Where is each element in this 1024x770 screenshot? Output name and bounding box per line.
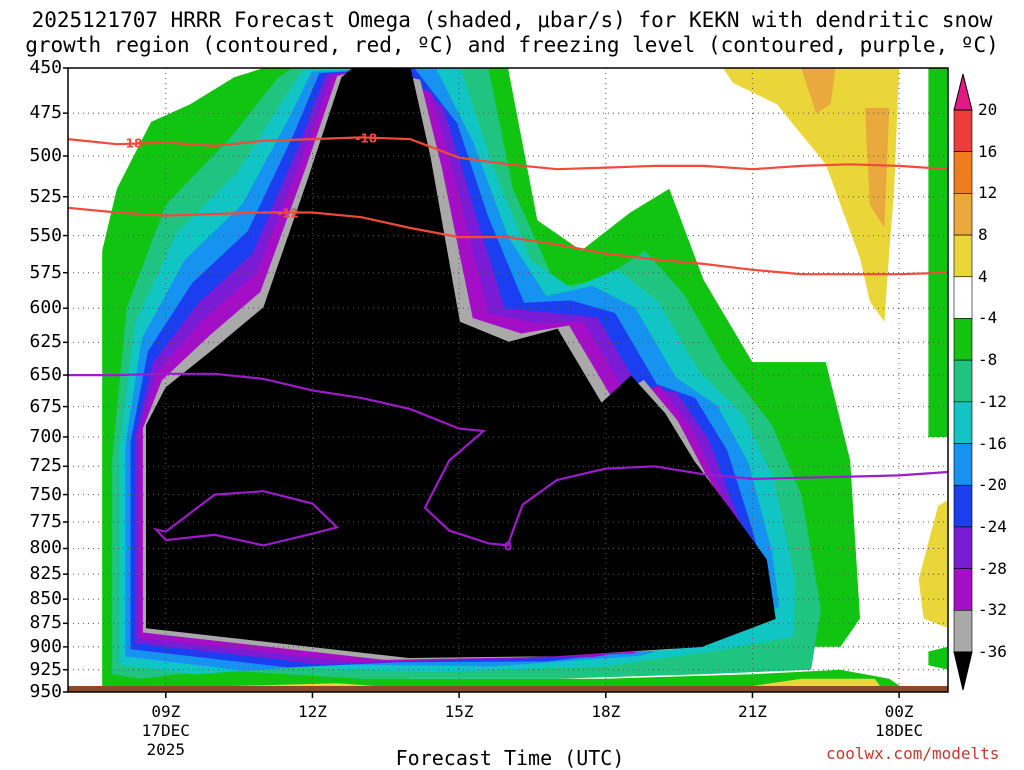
- colorbar-label: -28: [978, 558, 1007, 578]
- colorbar-bin: [953, 193, 973, 236]
- colorbar-label: -16: [978, 433, 1007, 453]
- colorbar-bin: [953, 484, 973, 528]
- contour-label: -18: [355, 131, 377, 145]
- chart-title-line-2: growth region (contoured, red, ºC) and f…: [25, 33, 999, 57]
- x-tick-label: 00Z: [884, 702, 914, 721]
- y-tick-label: 925: [29, 658, 62, 680]
- y-tick-label: 625: [29, 331, 62, 353]
- colorbar-bin: [953, 443, 973, 486]
- contour-label: -12: [277, 206, 299, 220]
- y-tick-label: 650: [29, 364, 62, 386]
- colorbar-label: 4: [978, 266, 988, 286]
- colorbar-label: 12: [978, 183, 998, 203]
- y-tick-label: 675: [29, 395, 62, 417]
- contour-label: 0: [504, 539, 512, 553]
- omega-region-orange: [801, 68, 836, 114]
- colorbar-label: -36: [978, 642, 1007, 661]
- colorbar-label: 8: [978, 225, 988, 245]
- colorbar-bin: [953, 318, 973, 361]
- x-axis-label: Forecast Time (UTC): [395, 746, 625, 770]
- x-tick-label: 09Z: [151, 702, 181, 721]
- credit-link[interactable]: coolwx.com/modelts: [826, 744, 1000, 763]
- omega-region-yellow-2: [918, 500, 948, 629]
- omega-region-orange-2: [864, 107, 890, 228]
- y-tick-label: 600: [29, 297, 62, 319]
- colorbar-top-arrow: [953, 73, 973, 111]
- y-tick-label: 500: [29, 144, 62, 166]
- colorbar-label: -24: [978, 516, 1007, 536]
- x-tick-label: 18DEC: [875, 721, 924, 740]
- contour-line-2: [68, 372, 949, 547]
- colorbar-label: -4: [978, 308, 998, 328]
- colorbar-bin: [953, 401, 973, 444]
- y-tick-label: 900: [29, 635, 62, 657]
- omega-region-green-4: [928, 646, 948, 670]
- colorbar-bin: [953, 359, 973, 403]
- omega-region-green-3: [928, 68, 948, 437]
- colorbar-bin: [953, 234, 973, 278]
- colorbar-label: 20: [978, 100, 998, 119]
- y-tick-label: 850: [29, 588, 62, 610]
- colorbar-label: -12: [978, 391, 1007, 411]
- y-tick-label: 825: [29, 563, 62, 585]
- y-tick-label: 550: [29, 224, 62, 246]
- contour-line-3: [152, 490, 340, 547]
- colorbar-label: 16: [978, 141, 998, 161]
- x-tick-label: 17DEC: [141, 721, 190, 740]
- chart-title-line-1: 2025121707 HRRR Forecast Omega (shaded, …: [31, 8, 993, 32]
- contour-line-1: [67, 206, 949, 276]
- x-tick-label: 21Z: [737, 702, 767, 721]
- y-tick-label: 575: [29, 261, 62, 283]
- colorbar-label: -8: [978, 350, 998, 370]
- y-tick-label: 525: [29, 185, 62, 207]
- contour-label: -18: [121, 137, 143, 151]
- omega-region-yellow: [723, 68, 900, 322]
- colorbar-bin: [953, 276, 973, 319]
- plot-frame: [67, 67, 949, 693]
- omega-ring-7: [146, 68, 776, 658]
- y-tick-label: 800: [29, 537, 62, 559]
- y-tick-label: 775: [29, 510, 62, 532]
- y-tick-label: 875: [29, 612, 62, 634]
- y-tick-label: 475: [29, 102, 62, 124]
- colorbar-bin: [953, 526, 973, 569]
- y-tick-label: 450: [29, 57, 62, 78]
- x-tick-label: 2025: [146, 740, 186, 759]
- colorbar-bin: [953, 610, 973, 653]
- omega-shading: [68, 68, 948, 692]
- y-tick-label: 700: [29, 425, 62, 447]
- y-tick-label: 750: [29, 483, 62, 505]
- x-tick-label: 18Z: [591, 702, 621, 721]
- colorbar-label: -20: [978, 475, 1007, 495]
- colorbar-bottom-arrow: [953, 651, 973, 691]
- ground-strip: [68, 686, 948, 692]
- colorbar-label: -32: [978, 600, 1007, 620]
- colorbar-bin: [953, 568, 973, 611]
- x-tick-label: 12Z: [297, 702, 327, 721]
- y-tick-label: 725: [29, 455, 62, 477]
- y-tick-label: 950: [29, 681, 62, 702]
- contour-line-0: [67, 136, 949, 171]
- x-tick-label: 15Z: [444, 702, 474, 721]
- colorbar-bin: [953, 109, 973, 152]
- colorbar-bin: [953, 151, 973, 194]
